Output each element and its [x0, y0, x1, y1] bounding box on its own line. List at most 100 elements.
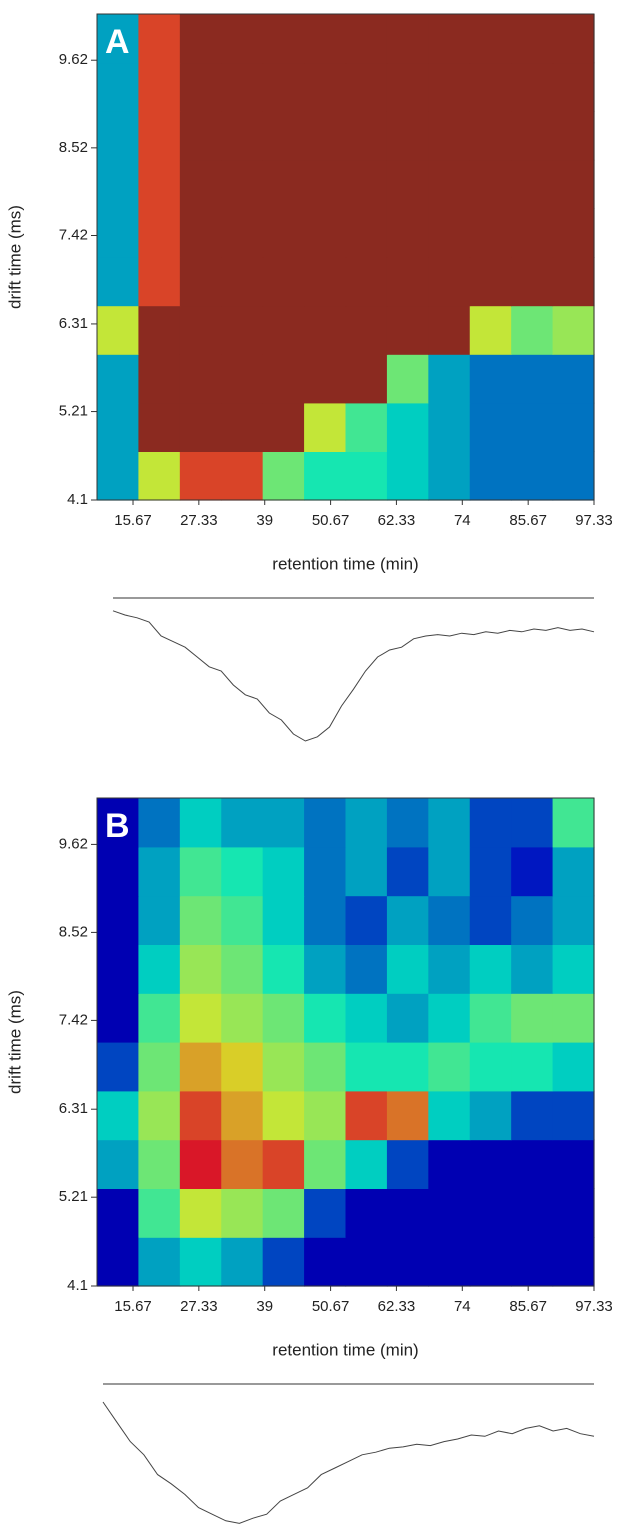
heat-cell	[511, 208, 554, 258]
heat-cell	[179, 305, 222, 355]
x-tick-label: 85.67	[509, 512, 547, 529]
heat-cell	[511, 1042, 554, 1092]
heat-cell	[386, 1188, 429, 1238]
x-tick-label: 97.33	[575, 1298, 613, 1315]
heat-cell	[97, 798, 140, 848]
heat-cell	[179, 993, 222, 1043]
heat-cell	[304, 1237, 347, 1287]
heat-cell	[552, 111, 595, 161]
heat-cell	[138, 62, 181, 112]
heat-cell	[345, 111, 388, 161]
heat-cell	[138, 111, 181, 161]
heat-cell	[386, 305, 429, 355]
trace-line	[102, 1401, 595, 1524]
heat-cell	[179, 402, 222, 452]
heat-cell	[511, 111, 554, 161]
heat-cell	[386, 62, 429, 112]
x-tick-label: 15.67	[114, 1298, 152, 1315]
heat-cell	[511, 798, 554, 848]
x-tick-label: 50.67	[312, 1298, 350, 1315]
heat-cell	[304, 257, 347, 307]
heat-cell	[179, 1188, 222, 1238]
heat-cell	[386, 798, 429, 848]
heat-cell	[428, 1139, 471, 1189]
heat-cell	[221, 451, 264, 501]
heat-cell	[386, 944, 429, 994]
heat-cell	[386, 402, 429, 452]
heat-cell	[262, 354, 305, 404]
x-tick-label: 97.33	[575, 512, 613, 529]
heat-cell	[552, 993, 595, 1043]
heat-cell	[262, 798, 305, 848]
y-tick-label: 7.42	[59, 1011, 88, 1028]
heat-cell	[221, 208, 264, 258]
heat-cell	[97, 1139, 140, 1189]
heat-cell	[428, 14, 471, 64]
heat-cell	[511, 1090, 554, 1141]
heat-cell	[97, 402, 140, 452]
heat-cell	[345, 208, 388, 258]
y-tick-label: 5.21	[59, 403, 88, 420]
heat-cell	[262, 1090, 305, 1141]
heat-cell	[552, 305, 595, 355]
heat-cell	[138, 208, 181, 258]
heat-cell	[304, 111, 347, 161]
heat-cell	[262, 895, 305, 945]
heat-cell	[428, 451, 471, 501]
heat-cell	[469, 354, 512, 404]
heat-cell	[304, 1090, 347, 1141]
heat-cell	[428, 111, 471, 161]
heat-cell	[179, 1237, 222, 1287]
heat-cell	[138, 402, 181, 452]
heat-cell	[221, 944, 264, 994]
heat-cell	[138, 451, 181, 501]
heat-cell	[345, 846, 388, 897]
heat-cell	[469, 208, 512, 258]
y-tick-label: 8.52	[59, 139, 88, 156]
heat-cell	[138, 846, 181, 897]
heat-cell	[386, 111, 429, 161]
heat-cell	[345, 944, 388, 994]
heat-cell	[345, 1042, 388, 1092]
heat-cell	[469, 14, 512, 64]
heat-cell	[221, 305, 264, 355]
heat-cell	[345, 1237, 388, 1287]
heat-cell	[97, 354, 140, 404]
heat-cell	[345, 798, 388, 848]
heat-cell	[552, 1090, 595, 1141]
heat-cell	[221, 895, 264, 945]
heat-cell	[552, 846, 595, 897]
heat-cell	[262, 944, 305, 994]
heat-cell	[469, 305, 512, 355]
heat-cell	[552, 208, 595, 258]
heat-cell	[138, 798, 181, 848]
heat-cell	[469, 1090, 512, 1141]
heat-cell	[428, 846, 471, 897]
heat-cell	[97, 305, 140, 355]
heat-cell	[345, 402, 388, 452]
heat-cell	[221, 993, 264, 1043]
heat-cell	[221, 798, 264, 848]
heat-cell	[469, 451, 512, 501]
heat-cell	[138, 993, 181, 1043]
heat-cell	[386, 1139, 429, 1189]
heat-cell	[552, 62, 595, 112]
x-tick-label: 50.67	[312, 512, 350, 529]
heat-cell	[97, 895, 140, 945]
heat-cell	[469, 1188, 512, 1238]
heat-cell	[428, 895, 471, 945]
heat-cell	[138, 354, 181, 404]
heat-cell	[345, 895, 388, 945]
heat-cell	[386, 159, 429, 209]
heat-cell	[97, 14, 140, 64]
heat-cell	[511, 1188, 554, 1238]
heat-cell	[138, 1139, 181, 1189]
heat-cell	[428, 208, 471, 258]
x-tick-label: 74	[454, 1298, 471, 1315]
heat-cell	[262, 159, 305, 209]
heat-cell	[511, 354, 554, 404]
heat-cell	[179, 208, 222, 258]
heat-cell	[511, 1139, 554, 1189]
heat-cell	[221, 1042, 264, 1092]
heat-cell	[304, 14, 347, 64]
